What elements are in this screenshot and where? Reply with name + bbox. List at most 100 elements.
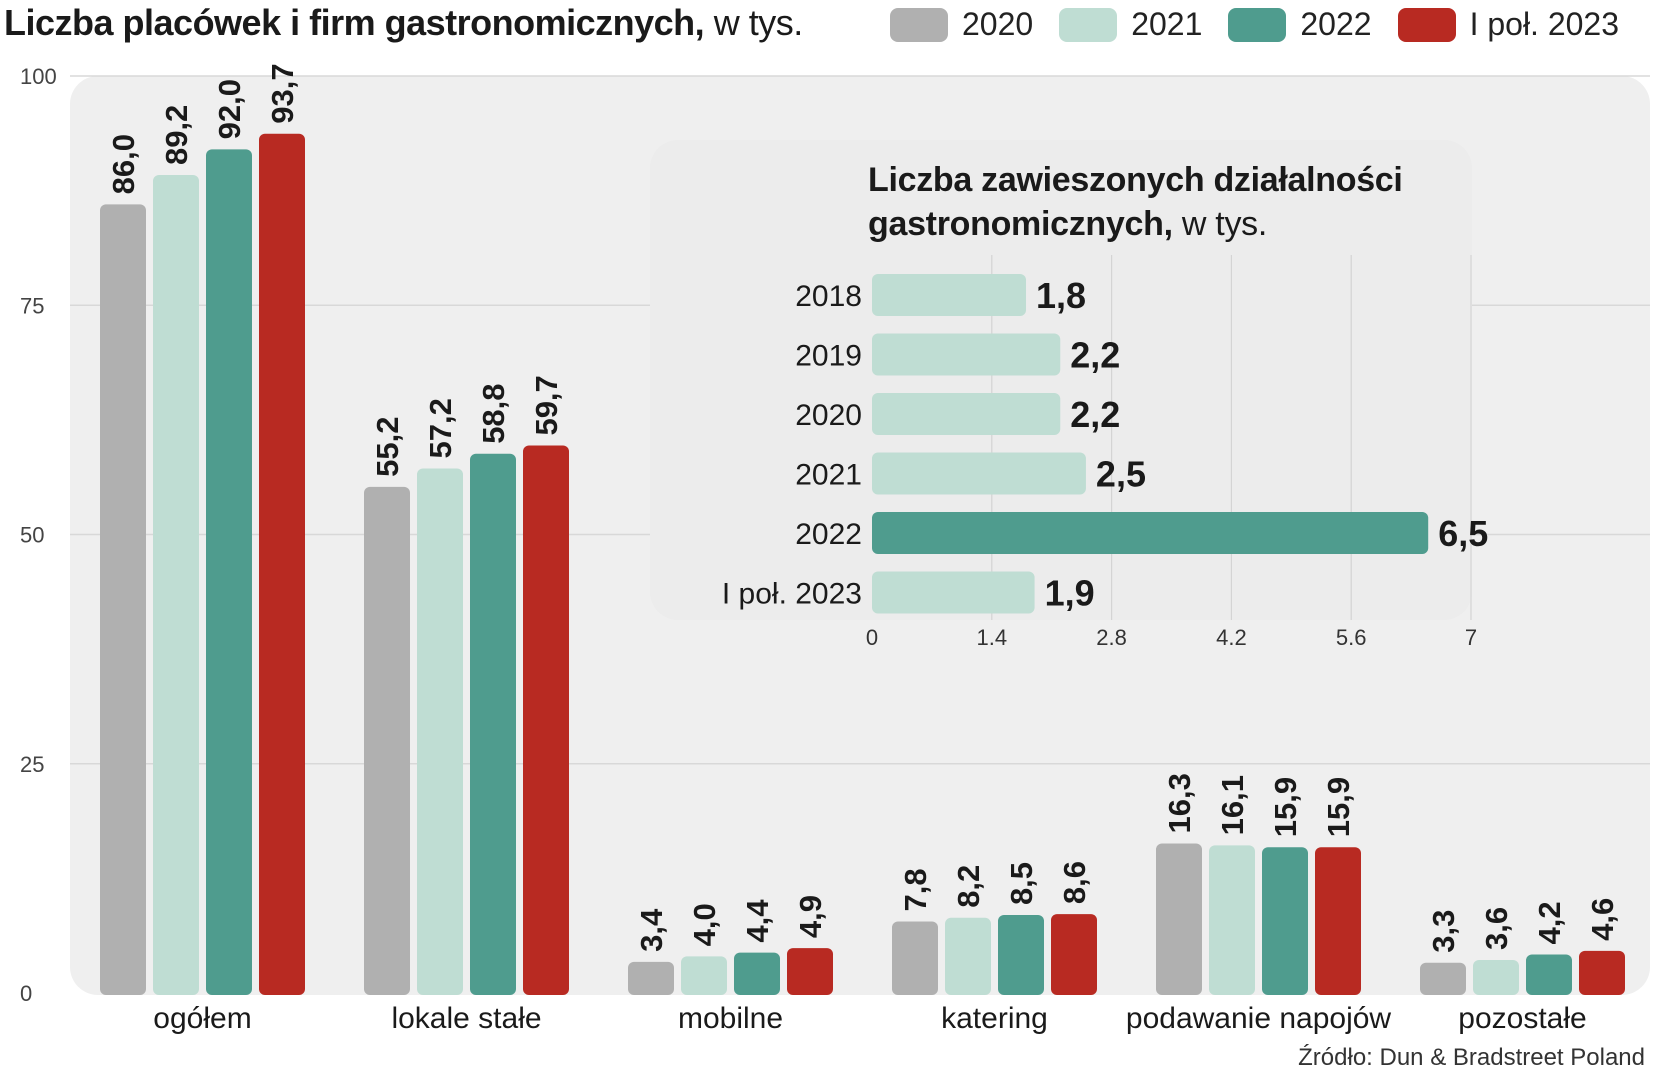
bar-value-label: 16,1	[1215, 775, 1250, 835]
bar	[998, 915, 1044, 995]
legend-swatch-2020	[890, 7, 948, 42]
bar-value-label: 4,0	[687, 903, 722, 946]
inset-bar-value-label: 2,2	[1070, 394, 1120, 435]
y-tick-label: 0	[20, 981, 32, 1006]
bar	[417, 468, 463, 995]
inset-bar-value-label: 6,5	[1438, 513, 1488, 554]
inset-bar	[872, 393, 1061, 435]
inset-bar	[872, 333, 1061, 376]
inset-title-unit: w tys.	[1172, 205, 1267, 243]
bar-value-label: 86,0	[106, 134, 141, 194]
inset-x-tick-label: 0	[866, 625, 878, 650]
inset-x-tick-label: 7	[1465, 625, 1477, 650]
bar-value-label: 7,8	[898, 868, 933, 911]
inset-category-label: 2020	[795, 399, 862, 432]
inset-category-label: 2018	[795, 280, 862, 313]
inset-bar-value-label: 2,2	[1070, 335, 1120, 376]
bar-value-label: 3,3	[1426, 910, 1461, 953]
x-tick-label: podawanie napojów	[1126, 1002, 1392, 1035]
inset-chart: 0 1.4 2.8 4.2 5.6 7 2018 1,8 2019 2,2 2020 2,2 2021 2…	[650, 140, 1488, 650]
inset-title-line2: gastronomicznych,	[868, 205, 1173, 243]
bar-value-label: 3,6	[1479, 907, 1514, 950]
bar-value-label: 55,2	[370, 416, 405, 476]
bar	[1473, 959, 1519, 995]
inset-chart-title: Liczba zawieszonych działalności gastron…	[868, 158, 1403, 246]
bar	[1209, 845, 1255, 995]
bar-value-label: 15,9	[1268, 777, 1303, 837]
x-tick-label: pozostałe	[1458, 1002, 1586, 1035]
legend-item-2023h1: I poł. 2023	[1397, 6, 1620, 43]
bar-value-label: 4,2	[1532, 901, 1567, 944]
inset-background	[650, 140, 1472, 620]
legend-label-2023h1: I poł. 2023	[1469, 6, 1620, 42]
bar	[100, 204, 146, 995]
inset-bar-value-label: 1,9	[1045, 573, 1095, 614]
legend-swatch-2021	[1059, 7, 1118, 42]
inset-bar-value-label: 2,5	[1096, 454, 1146, 495]
bar-value-label: 92,0	[212, 79, 247, 139]
bar	[1051, 914, 1097, 995]
bar	[1579, 950, 1625, 995]
x-tick-label: ogółem	[153, 1002, 251, 1035]
legend-item-2022: 2022	[1228, 6, 1372, 43]
bar-value-label: 16,3	[1162, 773, 1197, 833]
bar	[364, 486, 410, 995]
bar	[153, 175, 199, 995]
y-tick-label: 75	[20, 293, 44, 318]
inset-x-tick-label: 2.8	[1096, 625, 1127, 650]
legend-label-2020: 2020	[962, 6, 1034, 42]
bar	[1156, 843, 1202, 995]
bar-value-label: 93,7	[265, 63, 300, 123]
legend-item-2021: 2021	[1059, 6, 1202, 43]
inset-category-label: 2022	[795, 518, 862, 551]
source-note: Źródło: Dun & Bradstreet Poland	[1298, 1044, 1645, 1071]
inset-category-label: 2021	[795, 459, 862, 492]
bar	[1262, 847, 1308, 995]
inset-x-tick-label: 4.2	[1216, 625, 1247, 650]
inset-bar	[872, 274, 1027, 316]
y-tick-label: 100	[20, 64, 57, 89]
bar	[787, 948, 833, 995]
bar	[470, 453, 516, 996]
x-tick-label: lokale stałe	[391, 1002, 541, 1035]
chart-title-unit: w tys.	[704, 2, 804, 43]
inset-category-label: I poł. 2023	[722, 578, 862, 611]
bar-value-label: 4,4	[740, 899, 775, 943]
main-chart-x-axis: ogółem lokale stałe mobilne katering podawan…	[153, 1002, 1586, 1035]
bar	[1315, 847, 1361, 995]
bar	[734, 952, 780, 995]
bar-value-label: 3,4	[634, 908, 669, 952]
bar	[206, 149, 252, 996]
bar	[945, 917, 991, 995]
main-chart-y-axis: 0 25 50 75 100	[20, 64, 57, 1006]
inset-x-tick-label: 1.4	[977, 625, 1008, 650]
legend-label-2022: 2022	[1300, 6, 1372, 42]
inset-title-line1: Liczba zawieszonych działalności	[868, 161, 1403, 199]
bar-value-label: 59,7	[529, 375, 564, 435]
bar	[259, 133, 305, 995]
inset-bar-value-label: 1,8	[1036, 275, 1086, 316]
bar	[523, 445, 569, 995]
chart-title-main: Liczba placówek i firm gastronomicznych,	[4, 2, 705, 43]
bar	[892, 921, 938, 995]
bar-value-label: 57,2	[423, 398, 458, 458]
bar	[1420, 962, 1466, 995]
bar-value-label: 58,8	[476, 383, 511, 443]
bar-value-label: 4,6	[1585, 898, 1620, 941]
bar	[628, 961, 674, 995]
bar	[1526, 954, 1572, 995]
inset-bar	[872, 571, 1035, 614]
x-tick-label: katering	[941, 1002, 1048, 1035]
chart-title: Liczba placówek i firm gastronomicznych,…	[4, 2, 803, 44]
inset-bar	[872, 452, 1086, 495]
main-chart-bars: 86,0 89,2 92,0 93,7 55,2 57,2 58,8 59,7 3,4 4,0 4,…	[100, 63, 1625, 996]
bar-value-label: 8,5	[1004, 862, 1039, 905]
legend-item-2020: 2020	[890, 6, 1033, 43]
inset-x-tick-label: 5.6	[1336, 625, 1367, 650]
bar-value-label: 8,2	[951, 865, 986, 908]
legend-swatch-2023h1	[1397, 7, 1456, 42]
legend-label-2021: 2021	[1131, 6, 1203, 42]
y-tick-label: 25	[20, 752, 44, 777]
inset-category-label: 2019	[795, 340, 862, 373]
